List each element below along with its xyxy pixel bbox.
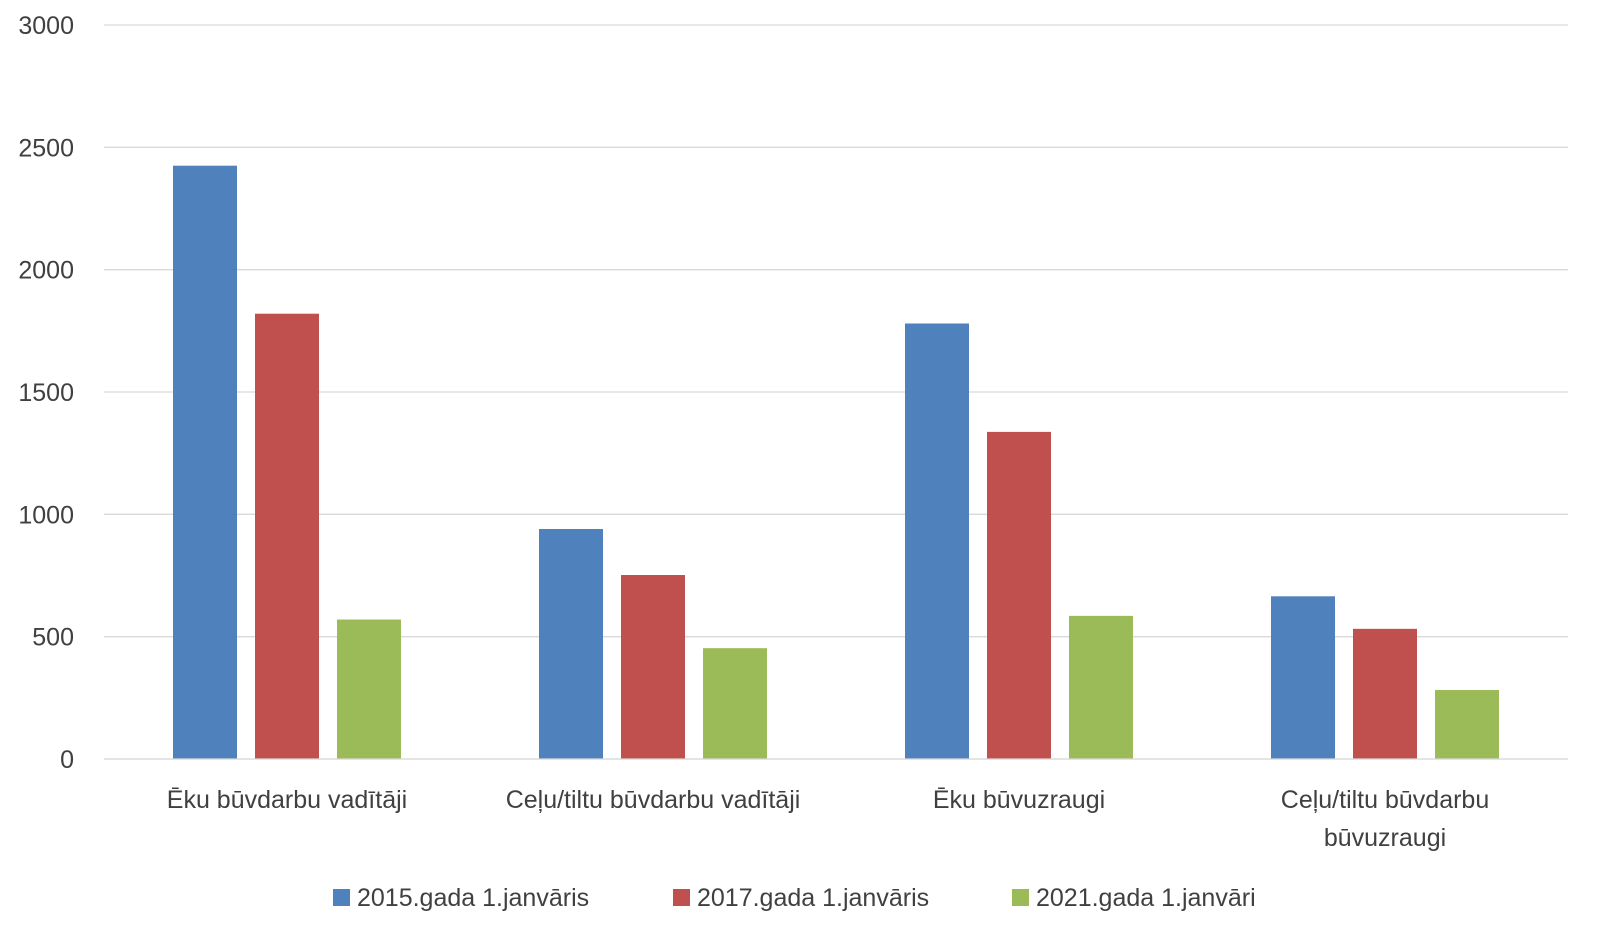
- bar-3-3: [1069, 615, 1133, 759]
- x-category-label: būvuzraugi: [1324, 824, 1446, 852]
- legend: 2015.gada 1.janvāris 2017.gada 1.janvāris…: [333, 884, 1256, 912]
- y-tick-label: 2000: [18, 257, 74, 285]
- x-category-label: Ceļu/tiltu būvdarbu: [1281, 786, 1489, 814]
- y-tick-label: 0: [60, 746, 74, 774]
- y-tick-label: 3000: [18, 12, 74, 40]
- y-tick-label: 1000: [18, 501, 74, 529]
- legend-swatch: [1012, 889, 1029, 906]
- y-tick-label: 2500: [18, 134, 74, 162]
- x-axis: Ēku būvdarbu vadītāji Ceļu/tiltu būvdarbu…: [104, 758, 1568, 852]
- legend-label: 2017.gada 1.janvāris: [697, 884, 929, 912]
- y-tick-label: 500: [32, 624, 74, 652]
- x-category-label: Ēku būvdarbu vadītāji: [167, 786, 407, 814]
- bar-2-2: [621, 575, 685, 759]
- bars: [173, 165, 1499, 759]
- x-category-label: Ēku būvuzraugi: [933, 786, 1105, 814]
- bar-1-2: [539, 529, 603, 759]
- bar-1-3: [905, 323, 969, 759]
- y-axis: 0 500 1000 1500 2000 2500 3000: [18, 12, 74, 774]
- bar-3-2: [703, 648, 767, 759]
- bar-1-4: [1271, 596, 1335, 759]
- bar-3-1: [337, 619, 401, 759]
- legend-swatch: [673, 889, 690, 906]
- bar-2-4: [1353, 628, 1417, 759]
- bar-2-1: [255, 313, 319, 759]
- y-tick-label: 1500: [18, 379, 74, 407]
- x-category-label: Ceļu/tiltu būvdarbu vadītāji: [506, 786, 801, 814]
- legend-label: 2021.gada 1.janvāri: [1036, 884, 1256, 912]
- legend-swatch: [333, 889, 350, 906]
- bar-3-4: [1435, 690, 1499, 759]
- bar-2-3: [987, 431, 1051, 759]
- grid-lines: [104, 24, 1568, 760]
- bar-1-1: [173, 165, 237, 759]
- legend-label: 2015.gada 1.janvāris: [357, 884, 589, 912]
